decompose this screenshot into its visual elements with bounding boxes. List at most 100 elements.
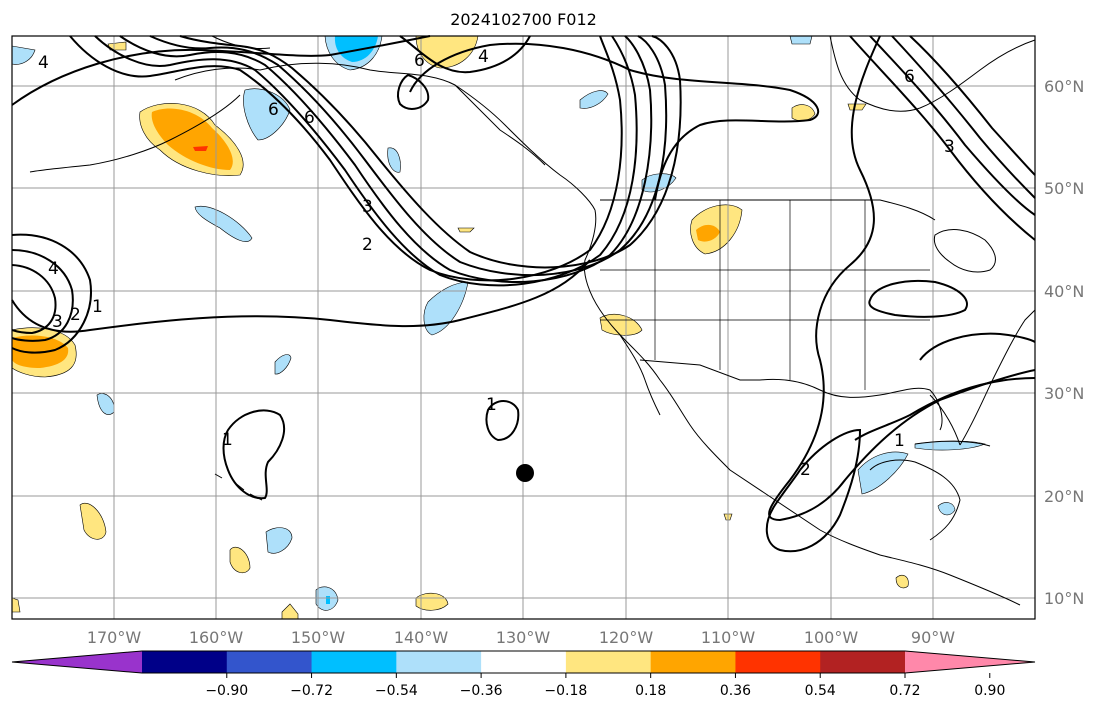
contour-label: 1 bbox=[894, 431, 905, 451]
colorbar-tick-label: 0.18 bbox=[635, 683, 666, 699]
contour-line bbox=[909, 35, 1036, 176]
contour-label: 3 bbox=[944, 137, 955, 157]
contour-line bbox=[119, 35, 653, 283]
shade-positive-max bbox=[193, 146, 208, 151]
height-contours bbox=[11, 35, 1036, 553]
coast-baja bbox=[619, 334, 661, 416]
map-border bbox=[11, 35, 1036, 620]
contour-line bbox=[869, 35, 1036, 216]
coast-canada bbox=[829, 35, 1036, 112]
colorbar-tick-label: −0.54 bbox=[375, 683, 418, 699]
longitude-labels: 170°W 160°W 150°W 140°W 130°W 120°W 110°… bbox=[87, 628, 955, 647]
shade-negative bbox=[274, 354, 292, 375]
shade-negative bbox=[387, 147, 401, 173]
shade-negative bbox=[579, 90, 609, 109]
map-title: 2024102700 F012 bbox=[450, 10, 597, 29]
us-canada-border bbox=[600, 199, 936, 221]
colorbar-tick-label: 0.36 bbox=[720, 683, 751, 699]
state-borders bbox=[600, 200, 930, 390]
colorbar-tick-label: −0.90 bbox=[205, 683, 248, 699]
contour-line bbox=[765, 428, 862, 553]
contour-label: 3 bbox=[362, 197, 373, 217]
lon-label: 110°W bbox=[701, 628, 756, 647]
shade-negative bbox=[423, 281, 469, 336]
contour-line bbox=[409, 42, 820, 201]
lat-label: 30°N bbox=[1044, 384, 1084, 403]
contour-labels: 4 6 6 4 6 3 2 6 3 4 3 2 1 1 1 2 1 bbox=[38, 47, 955, 480]
colorbar-segment bbox=[820, 651, 906, 673]
colorbar bbox=[11, 650, 1036, 674]
colorbar-tick-label: 0.90 bbox=[974, 683, 1005, 699]
shade-negative bbox=[937, 502, 956, 516]
shade-negative bbox=[194, 205, 253, 242]
colorbar-tick-label: 0.54 bbox=[805, 683, 836, 699]
shade-positive bbox=[229, 546, 251, 574]
contour-line bbox=[919, 332, 1036, 361]
shade-negative-strong bbox=[326, 596, 330, 604]
contour-line bbox=[11, 233, 92, 354]
lat-label: 50°N bbox=[1044, 179, 1084, 198]
shade-positive-strong bbox=[151, 108, 233, 170]
shade-negative bbox=[265, 527, 293, 554]
lat-label: 20°N bbox=[1044, 487, 1084, 506]
lon-label: 170°W bbox=[87, 628, 142, 647]
shade-positive bbox=[281, 603, 299, 620]
shade-positive bbox=[895, 574, 909, 589]
contour-label: 4 bbox=[38, 53, 49, 73]
colorbar-segment bbox=[481, 651, 567, 673]
contour-line bbox=[11, 35, 431, 106]
colorbar-segment bbox=[226, 651, 313, 673]
shade-negative-strong bbox=[334, 36, 378, 62]
coast-yucatan bbox=[869, 459, 961, 541]
colorbar-segment bbox=[565, 651, 652, 673]
lon-label: 160°W bbox=[189, 628, 244, 647]
contour-line bbox=[397, 73, 430, 110]
colorbar-tick-labels: −0.90 −0.72 −0.54 −0.36 −0.18 0.18 0.36 0.54 0.7… bbox=[205, 673, 1005, 699]
shade-positive bbox=[599, 314, 643, 336]
shade-positive bbox=[457, 227, 475, 233]
contour-line bbox=[222, 409, 286, 500]
shade-negative bbox=[857, 451, 909, 495]
colorbar-tick-label: 0.72 bbox=[889, 683, 920, 699]
contour-label: 6 bbox=[904, 67, 915, 87]
contour-label: 4 bbox=[478, 47, 489, 67]
lat-label: 10°N bbox=[1044, 589, 1084, 608]
coast-cuba bbox=[914, 440, 991, 447]
anomaly-shading bbox=[11, 35, 986, 620]
colorbar-tick-label: −0.18 bbox=[544, 683, 587, 699]
contour-line bbox=[854, 377, 1036, 441]
us-mexico-border bbox=[639, 359, 760, 381]
contour-line bbox=[149, 35, 668, 277]
latitude-labels: 10°N 20°N 30°N 40°N 50°N 60°N bbox=[1044, 77, 1084, 608]
colorbar-extend-low bbox=[12, 651, 142, 673]
lat-label: 60°N bbox=[1044, 77, 1084, 96]
colorbar-outline bbox=[11, 650, 1036, 674]
contour-line bbox=[69, 35, 623, 282]
contour-label: 1 bbox=[222, 430, 233, 450]
colorbar-extend-high bbox=[905, 651, 1035, 673]
contour-line bbox=[485, 400, 520, 442]
contour-line bbox=[94, 35, 638, 287]
contour-line bbox=[891, 35, 1036, 199]
contour-label: 1 bbox=[486, 395, 497, 415]
shade-positive bbox=[79, 503, 107, 540]
colorbar-segment bbox=[735, 651, 821, 673]
lon-label: 90°W bbox=[911, 628, 955, 647]
lon-label: 140°W bbox=[394, 628, 449, 647]
colorbar-tick-label: −0.72 bbox=[290, 683, 333, 699]
shade-positive bbox=[791, 104, 816, 121]
lat-label: 40°N bbox=[1044, 282, 1084, 301]
shade-positive bbox=[847, 103, 867, 111]
contour-label: 3 bbox=[52, 312, 63, 332]
coastlines bbox=[29, 35, 1036, 606]
great-lakes bbox=[933, 229, 996, 273]
contour-label: 6 bbox=[268, 100, 279, 120]
contour-label: 2 bbox=[362, 235, 373, 255]
colorbar-segment bbox=[311, 651, 397, 673]
location-marker bbox=[516, 464, 534, 482]
lon-label: 120°W bbox=[599, 628, 654, 647]
lon-label: 130°W bbox=[496, 628, 551, 647]
contour-label: 2 bbox=[70, 305, 81, 325]
coast-pacific-nw bbox=[454, 84, 546, 166]
